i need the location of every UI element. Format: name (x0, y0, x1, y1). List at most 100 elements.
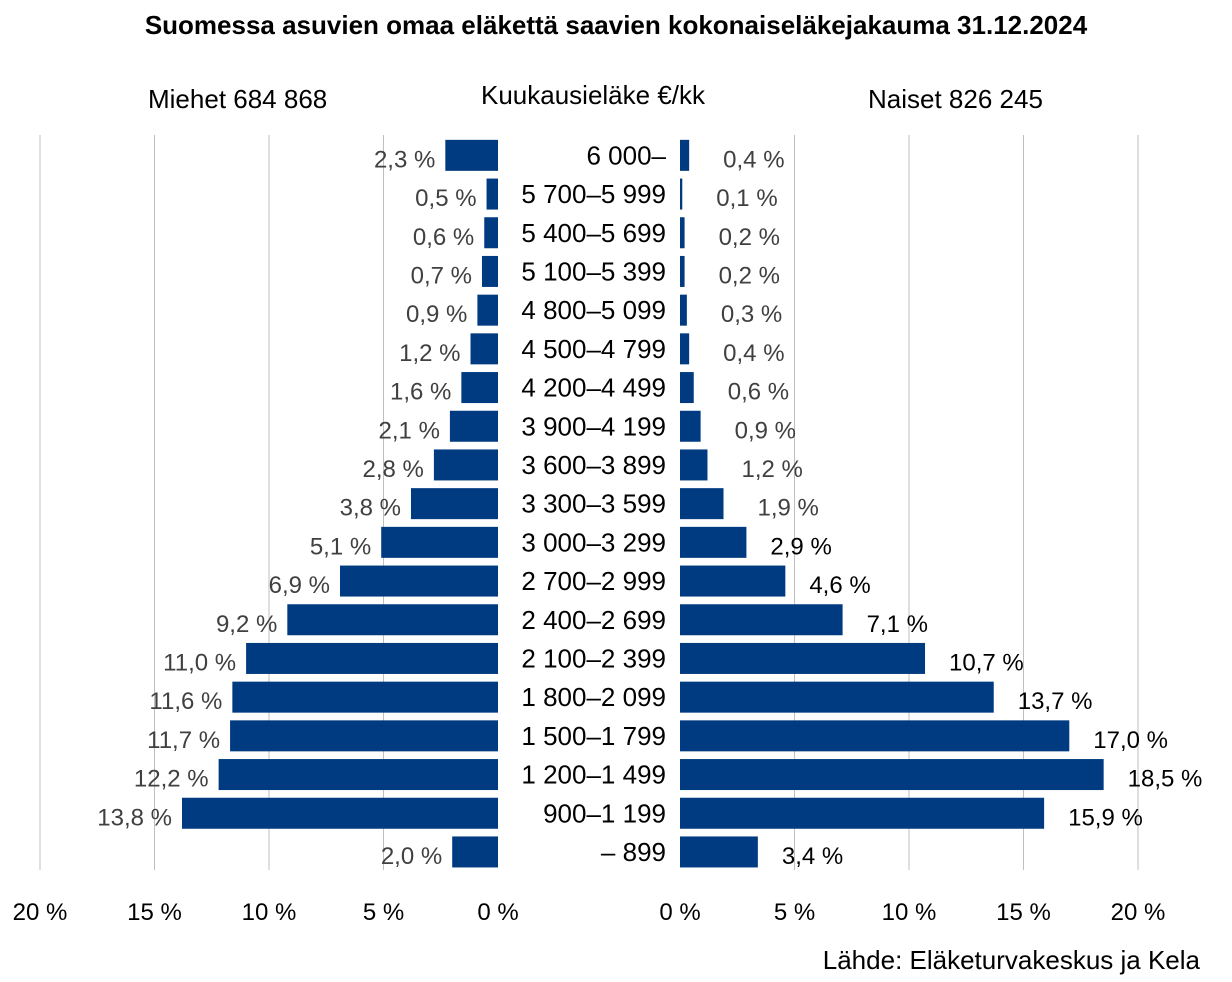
data-label-men: 11,6 % (149, 688, 222, 715)
bar-women (680, 526, 747, 558)
data-label-women: 0,1 % (716, 185, 777, 212)
bar-women (680, 178, 683, 210)
data-label-women: 0,3 % (721, 301, 782, 328)
bar-women (680, 217, 685, 249)
bar-men (486, 178, 498, 210)
bar-men (410, 488, 498, 520)
data-label-men: 0,9 % (406, 301, 467, 328)
bar-men (449, 410, 498, 442)
x-tick-label-left: 20 % (13, 899, 68, 926)
bar-men (381, 526, 498, 558)
data-label-women: 0,4 % (723, 146, 784, 173)
bar-men (230, 720, 498, 752)
data-label-women: 13,7 % (1018, 688, 1093, 715)
category-label: 4 500–4 799 (521, 334, 666, 364)
data-label-men: 2,3 % (374, 146, 435, 173)
data-label-women: 0,2 % (719, 224, 780, 251)
data-label-men: 3,8 % (340, 495, 401, 522)
bar-men (484, 217, 498, 249)
data-label-men: 5,1 % (310, 533, 371, 560)
data-label-women: 3,4 % (782, 843, 843, 870)
data-label-men: 11,7 % (147, 727, 220, 754)
bar-men (461, 372, 498, 404)
category-label: 2 400–2 699 (521, 605, 666, 635)
bar-women (680, 720, 1070, 752)
bar-men (470, 333, 498, 365)
x-tick-label-right: 5 % (774, 899, 815, 926)
x-tick-label-left: 5 % (363, 899, 404, 926)
bar-men (452, 836, 498, 868)
data-label-women: 15,9 % (1068, 804, 1143, 831)
data-label-men: 2,0 % (381, 843, 442, 870)
bar-women (680, 255, 685, 287)
category-label: 4 800–5 099 (521, 295, 666, 325)
category-label: 2 700–2 999 (521, 566, 666, 596)
category-label: 5 100–5 399 (521, 256, 666, 286)
data-label-women: 1,2 % (741, 456, 802, 483)
bar-women (680, 410, 701, 442)
x-tick-label-left: 15 % (127, 899, 182, 926)
bar-women (680, 139, 690, 171)
x-tick-label-left: 10 % (242, 899, 297, 926)
bar-women (680, 449, 708, 481)
data-label-women: 4,6 % (809, 572, 870, 599)
data-label-women: 0,2 % (719, 262, 780, 289)
category-label: 1 800–2 099 (521, 682, 666, 712)
data-label-men: 11,0 % (163, 649, 236, 676)
category-label: 6 000– (586, 140, 666, 170)
bar-men (287, 604, 498, 636)
category-label: 3 000–3 299 (521, 527, 666, 557)
data-label-women: 18,5 % (1128, 766, 1203, 793)
bar-women (680, 333, 690, 365)
bar-men (445, 139, 498, 171)
series-name-men: Miehet 684 868 (148, 84, 328, 114)
x-tick-label-left: 0 % (477, 899, 518, 926)
data-label-women: 17,0 % (1093, 727, 1168, 754)
data-label-women: 10,7 % (949, 649, 1024, 676)
data-label-men: 0,7 % (411, 262, 472, 289)
bar-women (680, 797, 1045, 829)
category-label: – 899 (601, 837, 666, 867)
category-label: 5 400–5 699 (521, 218, 666, 248)
data-label-women: 0,9 % (735, 417, 796, 444)
data-label-men: 1,2 % (399, 340, 460, 367)
bar-women (680, 565, 786, 597)
source-note: Lähde: Eläketurvakeskus ja Kela (822, 945, 1200, 975)
data-label-men: 9,2 % (216, 611, 277, 638)
bar-men (246, 642, 498, 674)
data-label-men: 12,2 % (134, 766, 209, 793)
data-label-men: 13,8 % (97, 804, 172, 831)
chart-title: Suomessa asuvien omaa eläkettä saavien k… (144, 10, 1088, 40)
x-tick-label-right: 15 % (996, 899, 1051, 926)
bar-women (680, 759, 1104, 791)
category-label: 4 200–4 499 (521, 373, 666, 403)
bar-men (232, 681, 499, 713)
bar-women (680, 642, 926, 674)
bar-women (680, 488, 724, 520)
x-tick-label-right: 0 % (659, 899, 700, 926)
data-label-women: 0,6 % (728, 379, 789, 406)
bar-men (339, 565, 498, 597)
bar-men (181, 797, 499, 829)
data-label-women: 2,9 % (770, 533, 831, 560)
category-label: 3 900–4 199 (521, 411, 666, 441)
data-label-men: 2,8 % (363, 456, 424, 483)
bar-women (680, 372, 694, 404)
category-label: 3 300–3 599 (521, 489, 666, 519)
bar-women (680, 604, 843, 636)
category-label: 2 100–2 399 (521, 643, 666, 673)
data-label-women: 0,4 % (723, 340, 784, 367)
data-label-men: 6,9 % (269, 572, 330, 599)
data-label-men: 2,1 % (379, 417, 440, 444)
bar-men (481, 255, 498, 287)
bar-women (680, 681, 994, 713)
data-label-men: 1,6 % (390, 379, 451, 406)
category-label: 3 600–3 899 (521, 450, 666, 480)
data-label-women: 1,9 % (758, 495, 819, 522)
category-label: 900–1 199 (543, 798, 666, 828)
category-label: 1 200–1 499 (521, 760, 666, 790)
bar-women (680, 836, 758, 868)
category-label: 1 500–1 799 (521, 721, 666, 751)
x-tick-label-right: 20 % (1111, 899, 1166, 926)
